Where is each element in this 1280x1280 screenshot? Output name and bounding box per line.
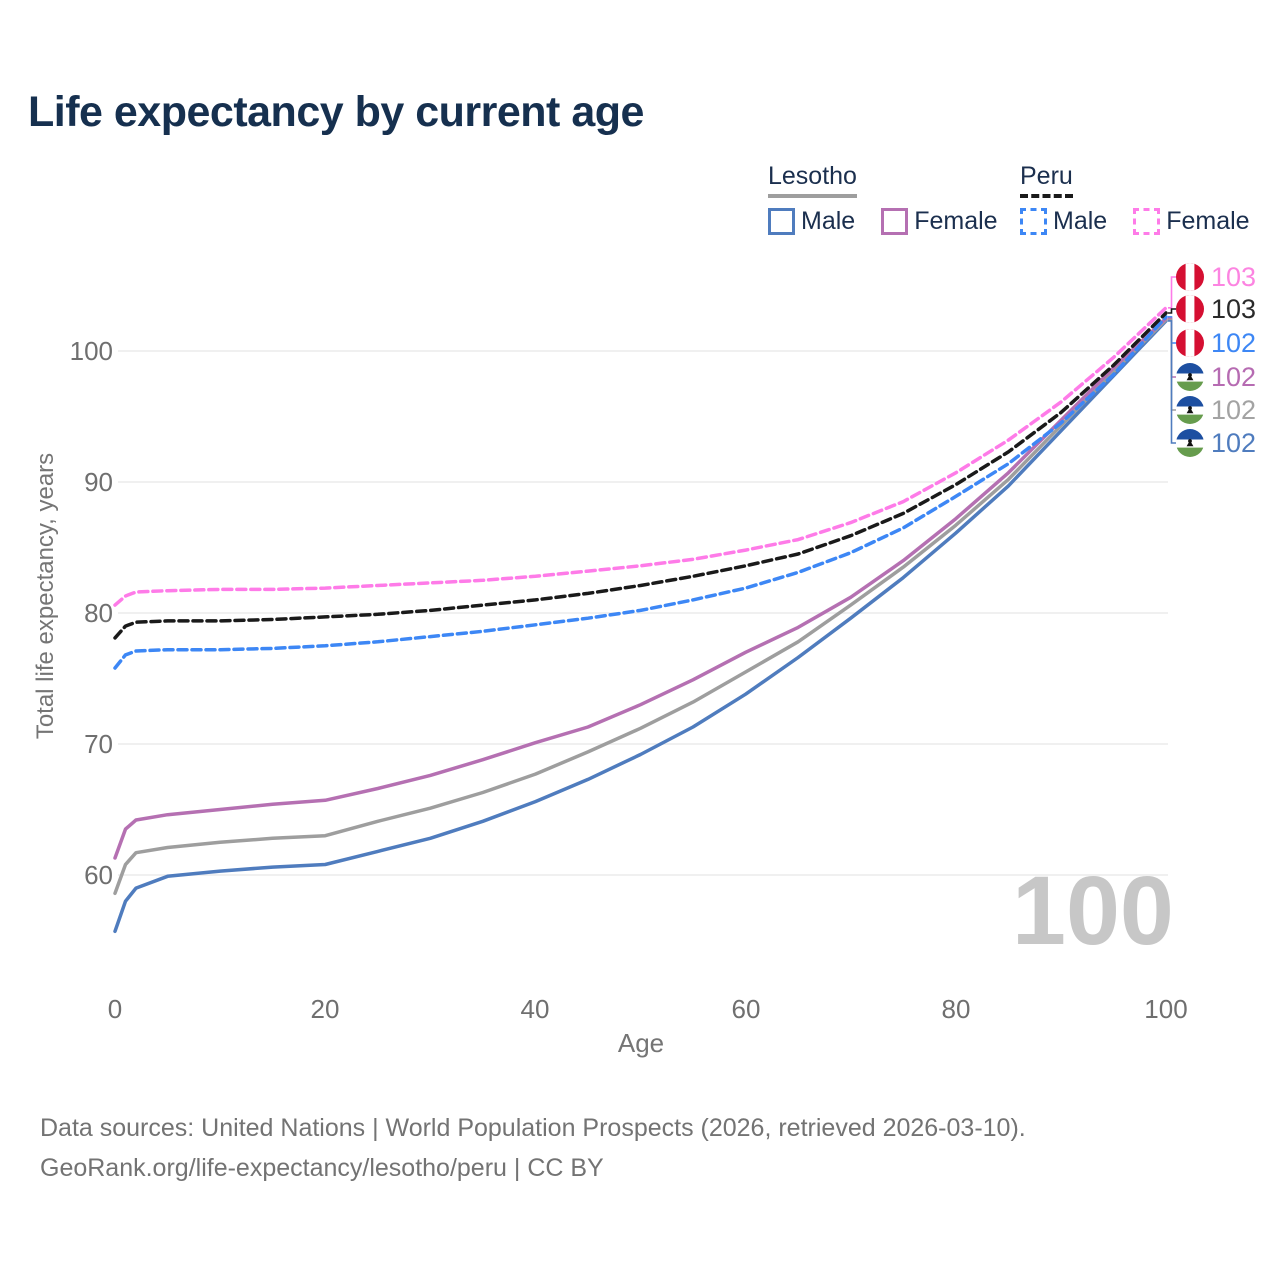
peru-flag-icon: [1176, 263, 1204, 291]
legend-item-lesotho-male[interactable]: Male: [768, 207, 855, 236]
y-axis-title: Total life expectancy, years: [32, 452, 59, 740]
peru-female-swatch: [1133, 208, 1161, 235]
endpoint-value: 102: [1211, 395, 1257, 425]
endpoint-row-lesotho: 102: [1176, 396, 1256, 424]
legend-item-label: Male: [1053, 207, 1108, 235]
legend-group-peru: Peru Male Female: [1020, 162, 1250, 236]
endpoint-connector: [1168, 276, 1176, 309]
x-axis-title: Age: [617, 1028, 665, 1058]
endpoint-row-peru: 103: [1176, 295, 1256, 323]
legend-item-label: Male: [801, 207, 856, 235]
legend-country-lesotho[interactable]: Lesotho: [768, 162, 857, 198]
x-tick-80: 80: [941, 994, 971, 1024]
endpoint-row-peru-male: 102: [1176, 329, 1256, 357]
peru-male-swatch: [1020, 208, 1047, 235]
legend-item-label: Female: [914, 207, 998, 235]
legend-item-peru-female[interactable]: Female: [1133, 207, 1250, 236]
legend-item-peru-male[interactable]: Male: [1020, 207, 1107, 236]
series-line-lesotho-male[interactable]: [113, 319, 1168, 934]
lesotho-flag-icon: [1176, 363, 1204, 391]
lesotho-male-swatch: [768, 208, 795, 235]
attribution-line: GeoRank.org/life-expectancy/lesotho/peru…: [40, 1154, 604, 1182]
legend-country-peru[interactable]: Peru: [1020, 162, 1073, 198]
y-tick-60: 60: [84, 860, 113, 890]
endpoint-row-peru-female: 103: [1176, 263, 1256, 291]
series-line-lesotho-female[interactable]: [113, 316, 1168, 860]
legend-item-label: Female: [1166, 207, 1250, 235]
series-line-lesotho[interactable]: [113, 317, 1168, 896]
x-tick-20: 20: [310, 994, 340, 1024]
data-sources-line: Data sources: United Nations | World Pop…: [40, 1114, 1026, 1142]
x-tick-100: 100: [1144, 994, 1188, 1024]
endpoint-value: 102: [1211, 328, 1257, 358]
x-tick-60: 60: [731, 994, 761, 1024]
lesotho-flag-icon: [1176, 396, 1204, 424]
endpoint-value: 103: [1211, 262, 1257, 292]
endpoint-connector: [1168, 308, 1176, 314]
y-tick-80: 80: [84, 598, 113, 628]
y-tick-90: 90: [84, 467, 113, 497]
lesotho-female-swatch: [881, 208, 909, 235]
endpoint-value: 102: [1211, 428, 1257, 458]
series-line-peru-female[interactable]: [113, 306, 1168, 607]
endpoint-connector: [1168, 320, 1176, 444]
endpoint-value: 103: [1211, 294, 1257, 324]
endpoint-row-lesotho-female: 102: [1176, 363, 1256, 391]
lesotho-flag-icon: [1176, 429, 1204, 457]
legend-group-lesotho: Lesotho Male Female: [768, 162, 998, 236]
footer: Data sources: United Nations | World Pop…: [40, 1108, 1026, 1188]
peru-flag-icon: [1176, 295, 1204, 323]
series-line-peru-male[interactable]: [113, 315, 1168, 670]
endpoint-value: 102: [1211, 362, 1257, 392]
y-tick-70: 70: [84, 729, 113, 759]
hover-age-watermark: 100: [1012, 856, 1174, 965]
chart-title: Life expectancy by current age: [28, 88, 644, 136]
y-tick-100: 100: [69, 336, 113, 366]
legend-item-lesotho-female[interactable]: Female: [881, 207, 998, 236]
series-line-peru[interactable]: [113, 311, 1168, 640]
plot-area: [113, 276, 1176, 934]
peru-flag-icon: [1176, 329, 1204, 357]
endpoint-row-lesotho-male: 102: [1176, 429, 1256, 457]
x-tick-40: 40: [520, 994, 550, 1024]
x-tick-0: 0: [107, 994, 123, 1024]
